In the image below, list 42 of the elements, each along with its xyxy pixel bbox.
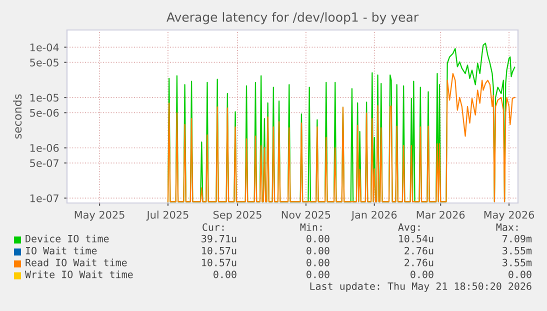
line-series <box>167 72 516 202</box>
y-tick-label: 5e-06 <box>30 108 59 117</box>
text: 0.00 <box>306 234 330 242</box>
text: 0.00 <box>306 270 330 278</box>
text: Max: <box>496 223 518 231</box>
text: 2.76u <box>404 258 434 266</box>
text: 0.00 <box>508 270 532 278</box>
text: 39.71u <box>202 234 236 242</box>
legend-label: Read IO Wait time <box>26 258 127 266</box>
text: Min: <box>300 223 322 231</box>
legend-label: Device IO time <box>26 234 109 242</box>
text: 3.55m <box>502 246 532 254</box>
chart-title: Average latency for /dev/loop1 - by year <box>166 12 419 24</box>
text: 10.57u <box>202 246 236 254</box>
text: Cur: <box>202 223 224 231</box>
x-tick-label: Nov 2025 <box>282 210 330 219</box>
y-tick-label: 5e-07 <box>30 159 58 168</box>
x-tick-label: Jul 2025 <box>146 210 188 221</box>
text: 0.00 <box>306 258 330 266</box>
legend-label: Write IO Wait time <box>25 270 133 278</box>
text: 0.00 <box>410 270 434 278</box>
x-tick-label: Jan 2026 <box>350 210 397 221</box>
x-tick-label: Mar 2026 <box>416 210 465 219</box>
text: 7.09m <box>502 234 532 242</box>
x-tick-label: May 2025 <box>74 210 124 221</box>
legend-label: IO Wait time <box>26 246 97 254</box>
y-tick-label: 1e-04 <box>30 43 59 52</box>
text: 10.57u <box>202 258 236 266</box>
y-tick-label: 1e-06 <box>30 144 59 152</box>
x-tick-label: Sep 2025 <box>213 210 262 221</box>
text: 3.55m <box>502 258 532 266</box>
text: 2.76u <box>404 246 434 254</box>
text: 0.00 <box>306 246 330 254</box>
y-tick-label: 5e-05 <box>30 58 58 66</box>
y-tick-label: 1e-07 <box>30 194 58 202</box>
text: 10.54u <box>399 234 434 242</box>
x-tick-label: May 2026 <box>484 210 534 221</box>
text: Avg: <box>398 223 420 233</box>
y-axis-title: seconds <box>13 94 22 139</box>
y-tick-label: 1e-05 <box>30 94 58 102</box>
text: 0.00 <box>214 270 236 278</box>
text: Last update: Thu May 21 18:50:20 2026 <box>310 282 532 292</box>
